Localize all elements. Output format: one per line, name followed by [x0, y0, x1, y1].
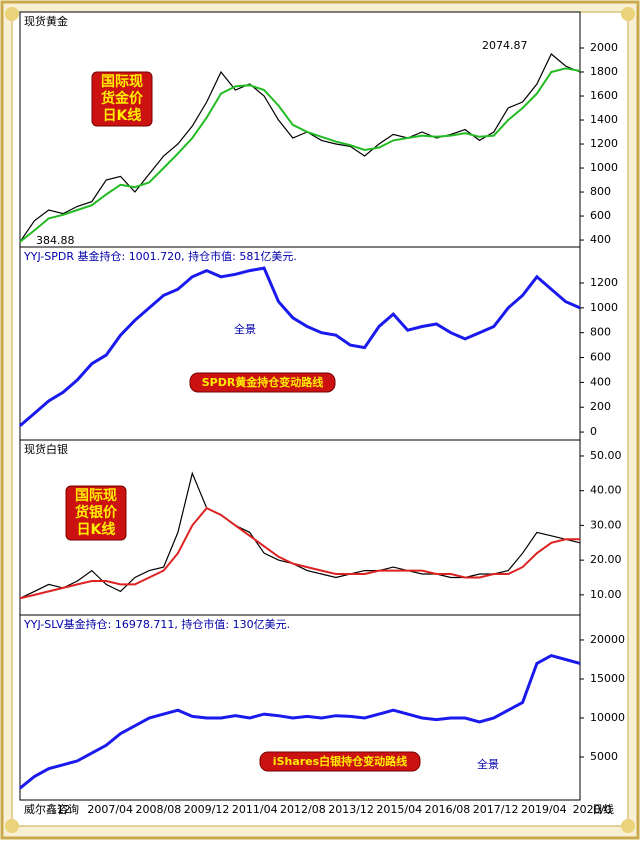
corner [5, 819, 19, 833]
badge [91, 71, 153, 127]
series-line [19, 266, 581, 427]
y-tick-label: 200 [590, 400, 611, 413]
badge-text: iShares白银持仓变动路线 [273, 754, 407, 768]
x-tick-label: 2015/04 [376, 803, 422, 816]
y-tick-label: 20.00 [590, 553, 622, 566]
y-tick-label: 1800 [590, 65, 618, 78]
series-line [19, 653, 581, 790]
badge-text: 货金价 [100, 90, 144, 107]
y-tick-label: 1000 [590, 161, 618, 174]
badge-text: 国际现 [101, 74, 143, 90]
y-tick-label: 5000 [590, 750, 618, 763]
view-label: 全景 [234, 322, 256, 336]
corner [621, 819, 635, 833]
y-tick-label: 15000 [590, 672, 625, 685]
badge-text: 国际现 [75, 488, 117, 504]
corner [5, 7, 19, 21]
y-tick-label: 20000 [590, 633, 625, 646]
y-tick-label: 2000 [590, 41, 618, 54]
y-tick-label: 800 [590, 185, 611, 198]
panel-title: 现货白银 [24, 442, 68, 456]
series-line [19, 506, 580, 600]
series-line [19, 67, 581, 243]
badge-text: 日K线 [103, 107, 142, 124]
x-tick-label: 2007/04 [87, 803, 133, 816]
y-tick-label: 600 [590, 209, 611, 222]
badge-text: SPDR黄金持仓变动路线 [202, 375, 324, 389]
badge [259, 751, 421, 772]
x-tick-label: 2013/12 [328, 803, 374, 816]
y-tick-label: 10.00 [590, 588, 622, 601]
y-tick-label: 1000 [590, 301, 618, 314]
x-tick-label: 2020/0 [573, 803, 612, 816]
annotation: 384.88 [36, 234, 75, 247]
y-tick-label: 400 [590, 233, 611, 246]
badge-text: 日K线 [77, 521, 116, 538]
y-tick-label: 1200 [590, 137, 618, 150]
source: 威尔鑫咨询 [24, 802, 79, 816]
x-tick-label: 2016/08 [425, 803, 471, 816]
period: 日线 [592, 802, 614, 816]
y-tick-label: 50.00 [590, 449, 622, 462]
x-tick-label: 2008/08 [136, 803, 182, 816]
y-tick-label: 400 [590, 375, 611, 388]
corner [621, 7, 635, 21]
x-tick-label: 2017/12 [473, 803, 519, 816]
y-tick-label: 30.00 [590, 518, 622, 531]
badge [189, 372, 336, 393]
y-tick-label: 1200 [590, 276, 618, 289]
y-tick-label: 1600 [590, 89, 618, 102]
y-tick-label: 40.00 [590, 484, 622, 497]
y-tick-label: 10000 [590, 711, 625, 724]
y-tick-label: 1400 [590, 113, 618, 126]
y-tick-label: 600 [590, 351, 611, 364]
badge-text: 货银价 [74, 504, 118, 521]
badge [65, 485, 127, 541]
x-tick-label: 2012/08 [280, 803, 326, 816]
x-tick-label: 2011/04 [232, 803, 278, 816]
view-label: 全景 [477, 757, 499, 771]
panel-title: 现货黄金 [24, 14, 68, 28]
annotation: 2074.87 [482, 39, 528, 52]
panel-title: YYJ-SPDR 基金持仓: 1001.720, 持仓市值: 581亿美元. [23, 249, 297, 263]
panel-title: YYJ-SLV基金持仓: 16978.711, 持仓市值: 130亿美元. [23, 617, 290, 631]
y-tick-label: 800 [590, 326, 611, 339]
inner-frame [11, 11, 629, 827]
series-line [19, 471, 581, 599]
x-tick-label: .12 [53, 803, 71, 816]
x-tick-label: 2019/04 [521, 803, 567, 816]
x-tick-label: 2009/12 [184, 803, 230, 816]
y-tick-label: 0 [590, 425, 597, 438]
